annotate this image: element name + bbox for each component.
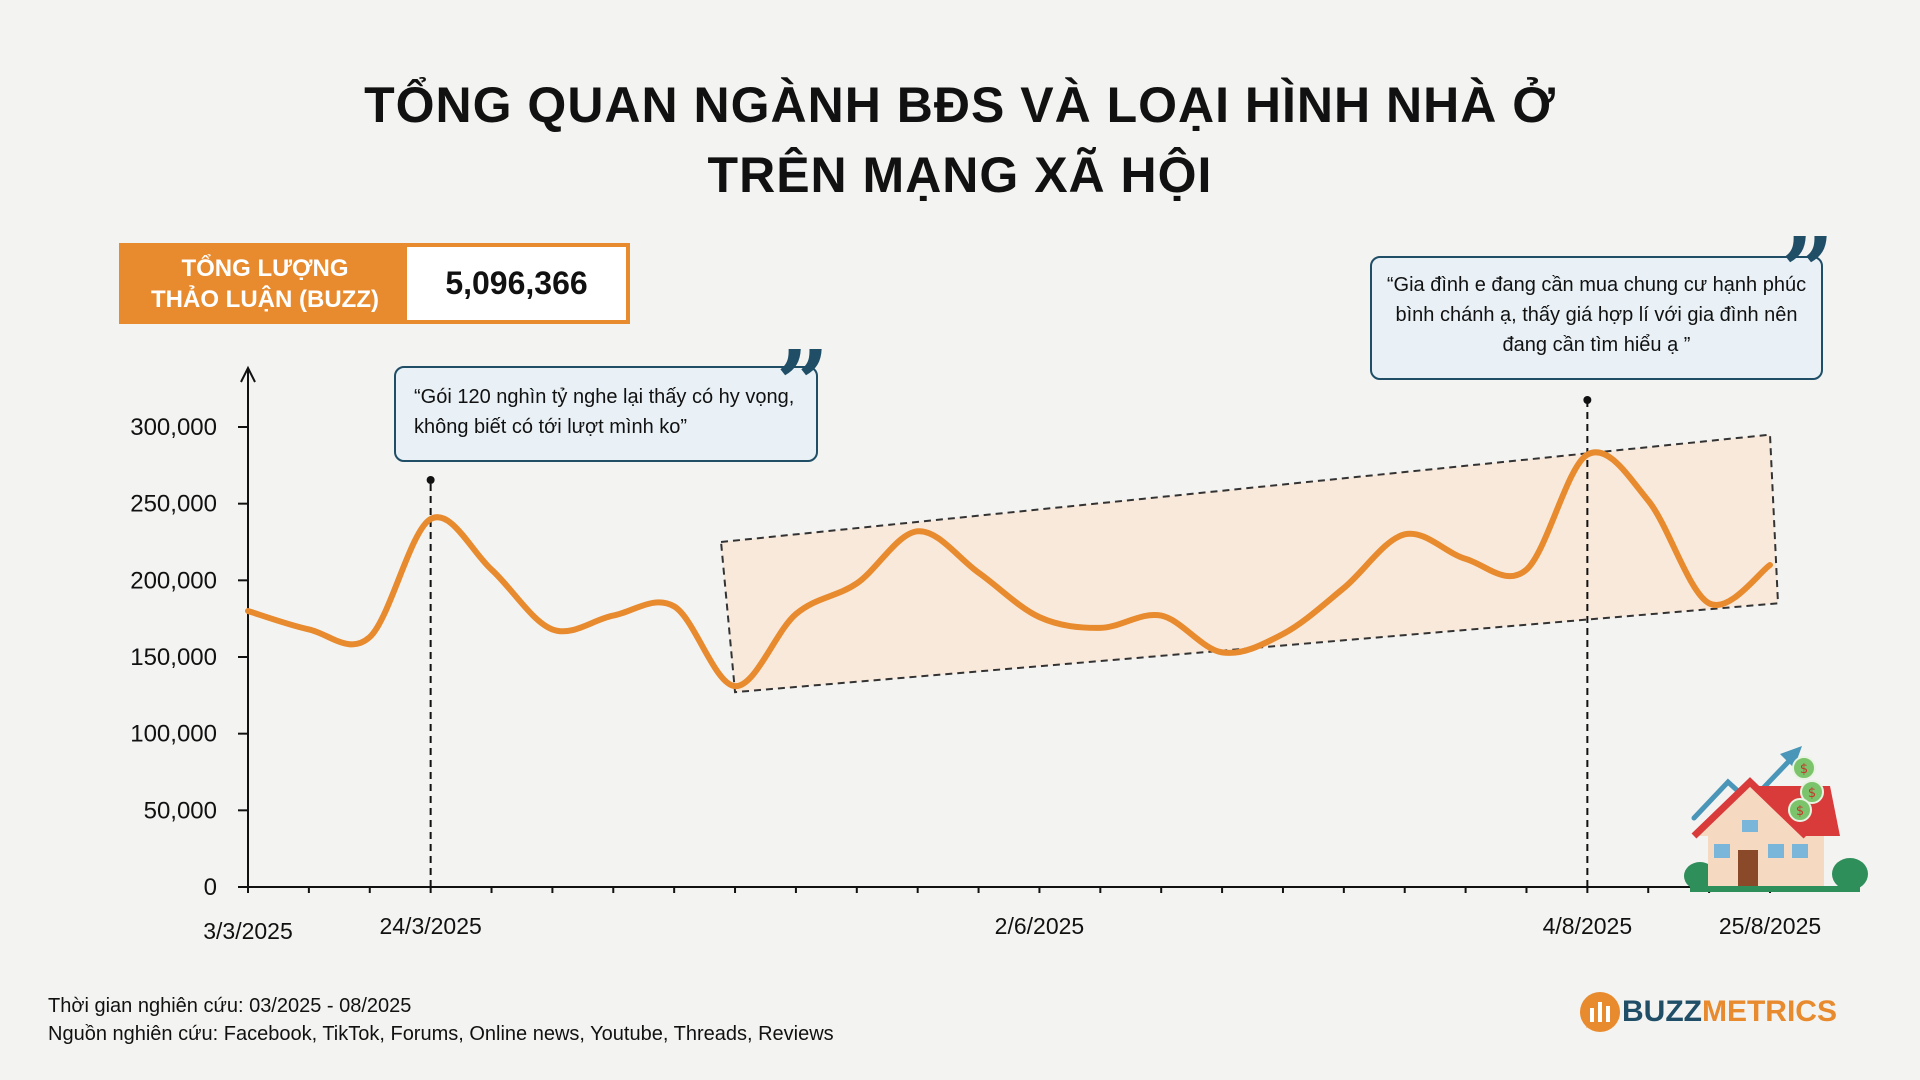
y-tick-label: 100,000 [130,721,217,748]
svg-text:$: $ [1796,804,1804,819]
house-growth-icon: $ $ $ [1684,746,1868,892]
y-tick-label: 50,000 [144,797,217,824]
x-tick-label: 25/8/2025 [1719,913,1821,939]
y-tick-label: 300,000 [130,414,217,441]
annotation-dot [1583,396,1592,404]
y-axis-arrow-icon [240,365,256,383]
quote-mark-icon: ” [1781,217,1834,325]
x-tick-label: 3/3/2025 [203,918,293,944]
page-title: TỔNG QUAN NGÀNH BĐS VÀ LOẠI HÌNH NHÀ Ở T… [0,70,1920,210]
total-buzz-label-line1: TỔNG LƯỢNG [181,254,349,282]
brand-text-buzz: BUZZ [1622,995,1702,1028]
footer-sources: Nguồn nghiên cứu: Facebook, TikTok, Foru… [48,1023,834,1045]
y-tick-label: 250,000 [130,491,217,518]
annotation-dot [426,476,435,484]
x-tick-label: 4/8/2025 [1543,913,1633,939]
quote-mark-icon: ” [776,330,829,438]
quote-box-august: “Gia đình e đang cần mua chung cư hạnh p… [1370,256,1823,380]
title-line-2: TRÊN MẠNG XÃ HỘI [707,147,1213,203]
footer-notes: Thời gian nghiên cứu: 03/2025 - 08/2025 … [48,992,834,1048]
y-tick-label: 150,000 [130,644,217,671]
x-tick-label: 24/3/2025 [379,913,481,939]
title-line-1: TỔNG QUAN NGÀNH BĐS VÀ LOẠI HÌNH NHÀ Ở [364,77,1556,133]
brand-text-metrics: METRICS [1701,995,1837,1028]
footer-period: Thời gian nghiên cứu: 03/2025 - 08/2025 [48,995,412,1017]
total-buzz-label-line2: THẢO LUẬN (BUZZ) [151,285,379,313]
svg-text:$: $ [1800,762,1808,777]
trend-highlight-channel [719,433,1780,694]
buzzmetrics-logo: BUZZ METRICS [1578,990,1837,1034]
total-buzz-value: 5,096,366 [445,265,588,301]
quote-box-march: “Gói 120 nghìn tỷ nghe lại thấy có hy vọ… [394,366,818,462]
svg-text:$: $ [1808,786,1816,801]
total-buzz-card: TỔNG LƯỢNG THẢO LUẬN (BUZZ) 5,096,366 [119,243,630,324]
buzzmetrics-logo-icon [1580,992,1620,1032]
total-buzz-label: TỔNG LƯỢNG THẢO LUẬN (BUZZ) [123,247,407,320]
x-tick-label: 2/6/2025 [995,913,1085,939]
y-tick-label: 0 [204,874,217,901]
buzz-series-line [245,449,1773,690]
y-tick-label: 200,000 [130,567,217,594]
